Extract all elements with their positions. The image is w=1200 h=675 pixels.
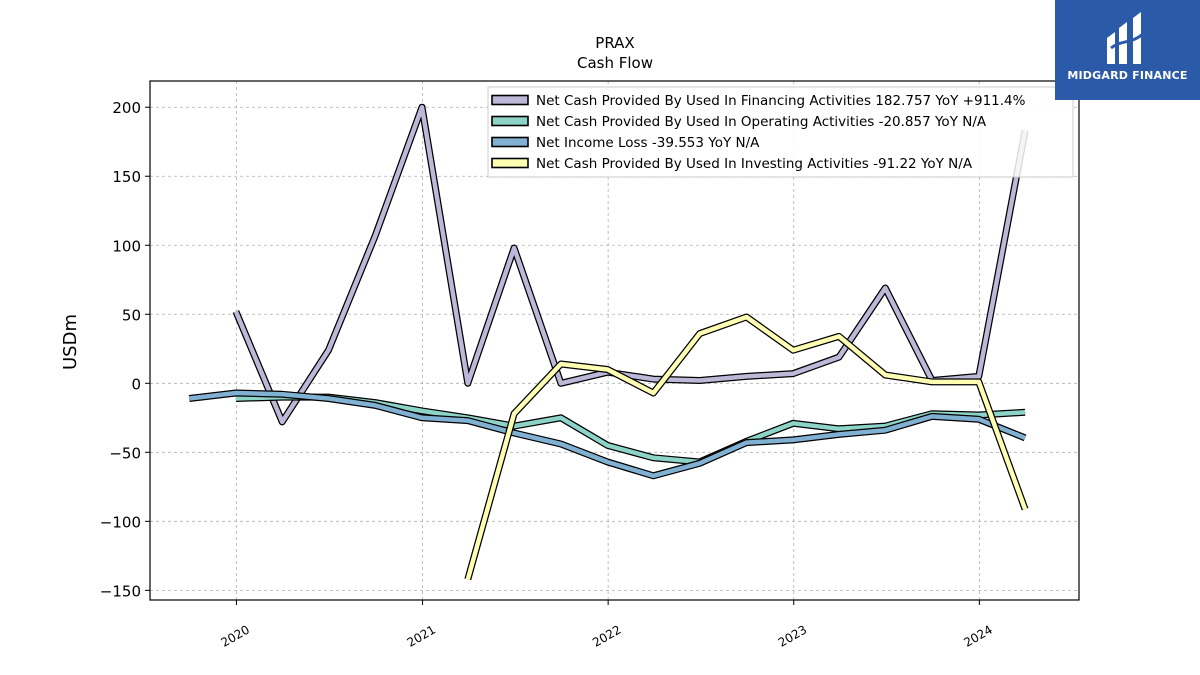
series-3 (188, 389, 1027, 480)
plot-frame (149, 80, 1080, 601)
y-tick-label: 200 (112, 99, 141, 117)
y-tick-label: −50 (109, 444, 141, 462)
chart-title: PRAX (595, 34, 634, 52)
x-axis: 2020 2021 2022 2023 2024 (218, 600, 995, 650)
legend-label: Net Cash Provided By Used In Operating A… (536, 114, 987, 130)
y-axis-label: USDm (60, 314, 81, 370)
legend-label: Net Cash Provided By Used In Investing A… (536, 156, 973, 172)
legend-swatch (491, 157, 529, 169)
x-tick-label: 2024 (961, 622, 994, 649)
brand-name: MIDGARD FINANCE (1067, 69, 1188, 82)
y-tick-label: −100 (100, 513, 141, 531)
series-line (465, 314, 1028, 580)
y-tick-label: 0 (131, 375, 141, 393)
legend-swatch (491, 115, 529, 127)
y-axis: −150 −100 −50 0 50 100 150 200 (100, 99, 150, 600)
legend-swatch (491, 94, 529, 106)
brand-logo: MIDGARD FINANCE (1055, 0, 1200, 100)
x-tick-label: 2020 (218, 622, 251, 649)
y-tick-label: −150 (100, 582, 141, 600)
series-line (188, 390, 1026, 479)
y-tick-label: 100 (112, 237, 141, 255)
series-4 (464, 313, 1029, 581)
logo-mark-icon (1107, 12, 1144, 64)
series-1 (232, 103, 1029, 426)
legend-label: Net Cash Provided By Used In Financing A… (536, 93, 1026, 109)
y-tick-label: 150 (112, 168, 141, 186)
legend-swatch (491, 136, 529, 148)
legend-box (487, 86, 1074, 178)
x-tick-label: 2021 (405, 622, 438, 649)
legend: Net Cash Provided By Used In Financing A… (487, 86, 1074, 178)
y-tick-label: 50 (122, 306, 141, 324)
x-tick-label: 2022 (590, 622, 623, 649)
legend-label: Net Income Loss -39.553 YoY N/A (536, 135, 760, 151)
chart-subtitle: Cash Flow (577, 54, 653, 72)
series-layer (188, 103, 1029, 581)
x-tick-label: 2023 (776, 622, 809, 649)
series-line (233, 104, 1028, 425)
